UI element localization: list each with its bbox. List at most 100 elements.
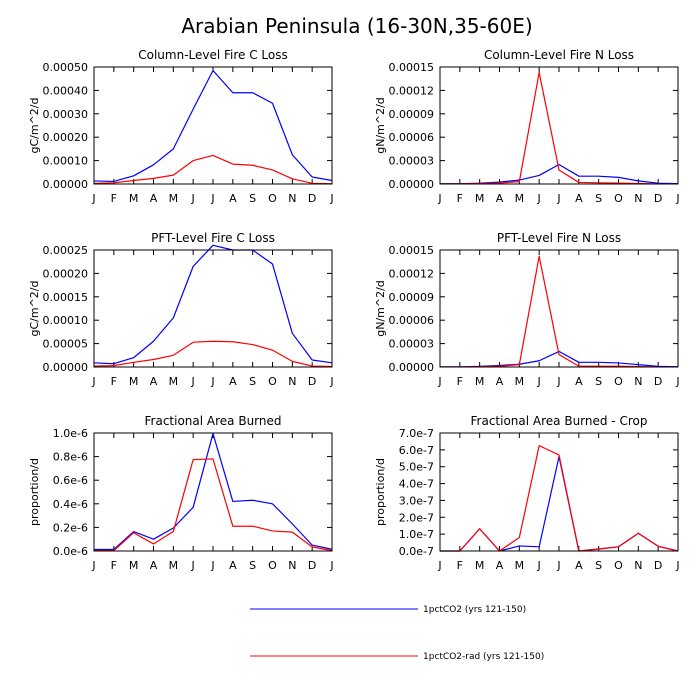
x-tick-label: J xyxy=(91,559,95,572)
series-line-series2 xyxy=(440,255,678,368)
y-axis-label: proportion/d xyxy=(374,458,387,526)
x-tick-label: J xyxy=(675,375,679,388)
x-tick-label: D xyxy=(654,559,662,572)
y-tick-label: 0.00012 xyxy=(389,84,435,97)
x-tick-label: J xyxy=(191,559,195,572)
x-tick-label: S xyxy=(595,375,602,388)
series-line-series2 xyxy=(94,458,333,552)
y-tick-label: 0.00015 xyxy=(389,61,435,74)
y-tick-label: 0.00000 xyxy=(389,361,435,374)
x-tick-label: F xyxy=(457,375,463,388)
x-tick-label: J xyxy=(91,192,95,205)
x-tick-label: J xyxy=(556,375,560,388)
x-tick-label: A xyxy=(496,559,504,572)
y-tick-label: 0.00025 xyxy=(43,244,89,257)
x-tick-label: O xyxy=(614,192,623,205)
panel-title: PFT-Level Fire N Loss xyxy=(497,231,621,245)
x-tick-label: F xyxy=(457,559,463,572)
x-tick-label: A xyxy=(150,559,158,572)
panel-title: Fractional Area Burned - Crop xyxy=(471,414,648,428)
series-line-series1 xyxy=(93,69,333,183)
x-tick-label: J xyxy=(537,375,541,388)
y-tick-label: 0.00020 xyxy=(43,131,89,144)
x-tick-label: A xyxy=(229,375,237,388)
x-tick-label: J xyxy=(675,559,679,572)
y-tick-label: 0.00015 xyxy=(389,244,435,257)
legend: 1pctCO2 (yrs 121-150) 1pctCO2-rad (yrs 1… xyxy=(250,605,544,662)
y-tick-label: 0.00040 xyxy=(43,84,89,97)
figure-title: Arabian Peninsula (16-30N,35-60E) xyxy=(181,14,532,38)
x-tick-label: J xyxy=(191,192,195,205)
x-tick-label: A xyxy=(575,375,583,388)
series-line-series1 xyxy=(440,456,679,552)
y-tick-label: 0.00005 xyxy=(43,338,89,351)
y-tick-label: 1.0e-6 xyxy=(53,427,88,440)
x-tick-label: J xyxy=(329,375,333,388)
x-tick-label: J xyxy=(329,192,333,205)
x-tick-label: J xyxy=(91,375,95,388)
x-tick-label: D xyxy=(654,192,662,205)
x-tick-label: J xyxy=(329,559,333,572)
x-tick-label: J xyxy=(437,559,441,572)
y-tick-label: 0.00006 xyxy=(389,131,435,144)
x-tick-label: M xyxy=(129,559,139,572)
y-tick-label: 0.00015 xyxy=(43,291,89,304)
x-tick-label: J xyxy=(191,375,195,388)
x-tick-label: N xyxy=(634,375,642,388)
x-tick-label: A xyxy=(575,559,583,572)
series-line-series1 xyxy=(94,432,333,551)
y-tick-label: 0.00003 xyxy=(389,338,435,351)
plot-frame xyxy=(93,249,333,368)
x-tick-label: O xyxy=(614,375,623,388)
x-tick-label: O xyxy=(614,559,623,572)
x-tick-label: M xyxy=(475,559,485,572)
x-tick-label: D xyxy=(308,559,316,572)
y-tick-label: 0.00010 xyxy=(43,314,89,327)
x-tick-label: A xyxy=(496,192,504,205)
x-tick-label: O xyxy=(268,559,277,572)
plot-frame xyxy=(439,249,679,368)
y-tick-label: 0.00009 xyxy=(389,291,435,304)
x-tick-label: M xyxy=(515,192,525,205)
x-tick-label: N xyxy=(634,192,642,205)
y-tick-label: 3.0e-7 xyxy=(399,494,434,507)
panel-title: PFT-Level Fire C Loss xyxy=(151,231,275,245)
y-tick-label: 0.00003 xyxy=(389,155,435,168)
x-tick-label: M xyxy=(169,375,179,388)
y-tick-label: 0.0e-6 xyxy=(53,545,88,558)
x-tick-label: F xyxy=(111,559,117,572)
panel-title: Column-Level Fire C Loss xyxy=(138,48,288,62)
y-tick-label: 0.00000 xyxy=(43,361,89,374)
y-axis-label: gN/m^2/d xyxy=(374,280,387,337)
x-tick-label: N xyxy=(288,192,296,205)
x-tick-label: J xyxy=(437,375,441,388)
series-line-series2 xyxy=(93,154,333,185)
y-tick-label: 4.0e-7 xyxy=(399,478,434,491)
y-axis-label: gC/m^2/d xyxy=(28,98,41,154)
plot-frame xyxy=(439,66,679,185)
y-tick-label: 0.4e-6 xyxy=(53,498,88,511)
series-line-series2 xyxy=(93,340,333,368)
x-tick-label: O xyxy=(268,192,277,205)
x-tick-label: S xyxy=(595,559,602,572)
y-tick-label: 0.00050 xyxy=(43,61,89,74)
x-tick-label: M xyxy=(129,192,139,205)
x-tick-label: J xyxy=(537,192,541,205)
x-tick-label: J xyxy=(556,192,560,205)
x-tick-label: J xyxy=(537,559,541,572)
y-tick-label: 2.0e-7 xyxy=(399,511,434,524)
y-tick-label: 0.6e-6 xyxy=(53,474,88,487)
x-tick-label: A xyxy=(229,559,237,572)
x-tick-label: S xyxy=(249,375,256,388)
y-axis-label: proportion/d xyxy=(28,458,41,526)
x-tick-label: J xyxy=(437,192,441,205)
x-tick-label: D xyxy=(308,192,316,205)
y-tick-label: 1.0e-7 xyxy=(399,528,434,541)
x-tick-label: N xyxy=(288,375,296,388)
x-tick-label: M xyxy=(515,375,525,388)
x-tick-label: J xyxy=(210,375,214,388)
x-tick-label: A xyxy=(150,375,158,388)
